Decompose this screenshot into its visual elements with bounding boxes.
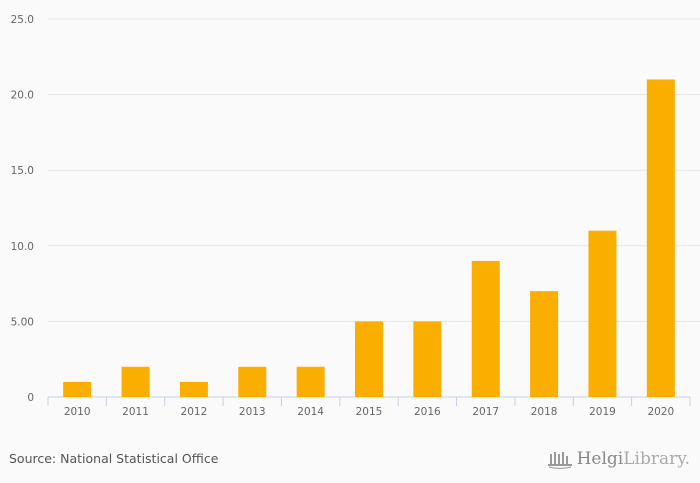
bar-2018 — [530, 291, 559, 397]
y-tick-label: 15.0 — [11, 165, 34, 177]
y-tick-label: 20.0 — [11, 90, 34, 102]
bar-2010 — [63, 381, 92, 397]
x-tick-label: 2012 — [181, 406, 208, 418]
bar-2020 — [646, 79, 675, 397]
x-tick-label: 2017 — [472, 406, 499, 418]
logo-bars-icon — [547, 452, 572, 469]
bar-2011 — [121, 366, 150, 397]
bar-chart: 0 5.00 10.0 15.0 20.0 25.0 2010 2011 2012 2013 201… — [11, 14, 700, 418]
y-tick-label: 0 — [27, 392, 34, 404]
bar-2012 — [179, 381, 208, 397]
bar-2017 — [471, 260, 500, 397]
source-note: Source: National Statistical Office — [9, 451, 219, 466]
x-tick-label: 2014 — [297, 406, 324, 418]
logo-text-thin: Library. — [623, 449, 690, 469]
x-tick-label: 2019 — [589, 406, 616, 418]
bar-2016 — [413, 321, 442, 397]
x-tick-label: 2011 — [122, 406, 149, 418]
bar-2014 — [296, 366, 325, 397]
x-tick-label: 2013 — [239, 406, 266, 418]
y-tick-label: 25.0 — [11, 14, 34, 26]
x-tick-label: 2016 — [414, 406, 441, 418]
x-tick-label: 2020 — [647, 406, 674, 418]
bar-2013 — [238, 366, 267, 397]
x-tick-label: 2015 — [356, 406, 383, 418]
logo-text-bold: Helgi — [576, 449, 624, 469]
helgi-library-logo[interactable]: HelgiLibrary. — [547, 449, 690, 469]
x-tick-label: 2010 — [64, 406, 91, 418]
y-tick-label: 5.00 — [11, 316, 34, 328]
x-tick-label: 2018 — [531, 406, 558, 418]
bar-2015 — [355, 321, 383, 397]
y-tick-label: 10.0 — [11, 241, 34, 253]
bar-2019 — [588, 230, 617, 397]
